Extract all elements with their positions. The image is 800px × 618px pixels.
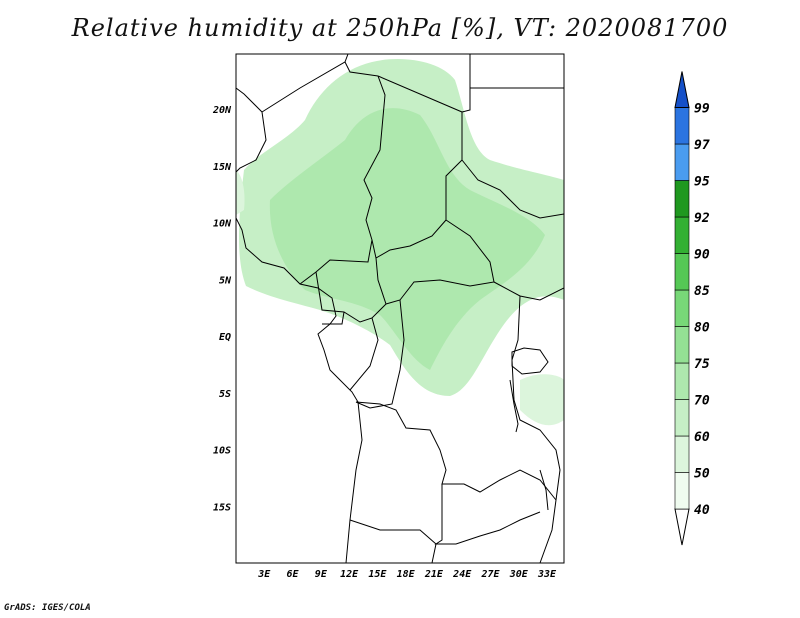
credit-label: GrADS: IGES/COLA <box>4 603 91 613</box>
colorbar-level-label: 70 <box>694 394 710 409</box>
colorbar-level-label: 85 <box>694 284 710 299</box>
lat-tick-label: 10S <box>213 446 231 457</box>
colorbar-lower-extension <box>674 508 690 546</box>
colorbar-level-label: 90 <box>694 248 710 263</box>
colorbar-swatch <box>674 180 690 218</box>
border-chad-sudan <box>371 75 463 259</box>
lon-tick-label: 3E <box>257 569 271 580</box>
lon-tick-label: 12E <box>340 569 359 580</box>
colorbar-level-label: 97 <box>694 138 710 153</box>
map-borders <box>236 54 564 563</box>
colorbar-upper-extension <box>674 71 690 108</box>
colorbar-swatch <box>674 289 690 327</box>
colorbar-swatch <box>674 362 690 400</box>
humidity-area-east <box>520 374 564 426</box>
lon-tick-label: 6E <box>287 569 300 580</box>
lat-tick-label: 15N <box>213 162 232 173</box>
border-namibia <box>349 519 437 563</box>
colorbar-level-label: 75 <box>694 357 710 372</box>
border-car <box>375 219 495 305</box>
map-frame <box>235 53 565 564</box>
humidity-area-north-inner <box>269 108 545 371</box>
colorbar-swatch <box>674 472 690 510</box>
latitude-labels: 20N 15N 10N 5N EQ 5S 10S 15S <box>212 105 232 513</box>
colorbar: 40 50 60 70 75 80 85 90 92 95 97 99 <box>674 71 710 546</box>
lon-tick-label: 27E <box>480 569 500 580</box>
colorbar-swatch <box>674 435 690 473</box>
colorbar-level-label: 60 <box>694 430 710 445</box>
colorbar-swatch <box>674 399 690 437</box>
colorbar-level-label: 99 <box>694 102 710 117</box>
map-title: Relative humidity at 250hPa [%], VT: 202… <box>71 14 729 42</box>
border-sudan-east <box>461 159 564 301</box>
colorbar-level-label: 80 <box>694 321 710 336</box>
humidity-area-west-coast <box>236 170 245 215</box>
lat-tick-label: 5S <box>219 389 231 400</box>
lat-tick-label: 5N <box>219 275 232 286</box>
colorbar-level-label: 92 <box>694 211 710 226</box>
lon-tick-label: 33E <box>537 569 557 580</box>
lake-malawi <box>539 469 549 511</box>
lon-tick-label: 30E <box>509 569 529 580</box>
colorbar-swatch <box>674 253 690 291</box>
lon-tick-label: 9E <box>315 569 328 580</box>
lat-tick-label: 15S <box>213 502 231 513</box>
lat-tick-label: 20N <box>212 105 232 116</box>
coastline <box>236 87 363 563</box>
lake-tanganyika <box>509 379 519 433</box>
lon-tick-label: 24E <box>452 569 472 580</box>
colorbar-level-label: 95 <box>694 175 710 190</box>
colorbar-swatch <box>674 326 690 364</box>
border-cameroon-gabon <box>315 271 387 325</box>
colorbar-level-label: 50 <box>694 467 710 482</box>
colorbar-swatch <box>674 216 690 254</box>
colorbar-swatch <box>674 143 690 181</box>
border-libya-egypt <box>344 54 564 113</box>
humidity-field <box>236 59 564 426</box>
border-angola-zambia <box>355 401 557 545</box>
lake-victoria <box>511 347 549 375</box>
lat-tick-label: 10N <box>213 219 232 230</box>
colorbar-swatch <box>674 107 690 145</box>
lon-tick-label: 15E <box>368 569 387 580</box>
lat-tick-label: EQ <box>219 332 231 343</box>
lon-tick-label: 21E <box>424 569 444 580</box>
longitude-labels: 3E 6E 9E 12E 15E 18E 21E 24E 27E 30E 33E <box>257 569 557 580</box>
border-east-africa <box>511 295 561 563</box>
colorbar-level-label: 40 <box>694 503 710 518</box>
lon-tick-label: 18E <box>397 569 416 580</box>
border-congo-drc <box>349 299 405 409</box>
